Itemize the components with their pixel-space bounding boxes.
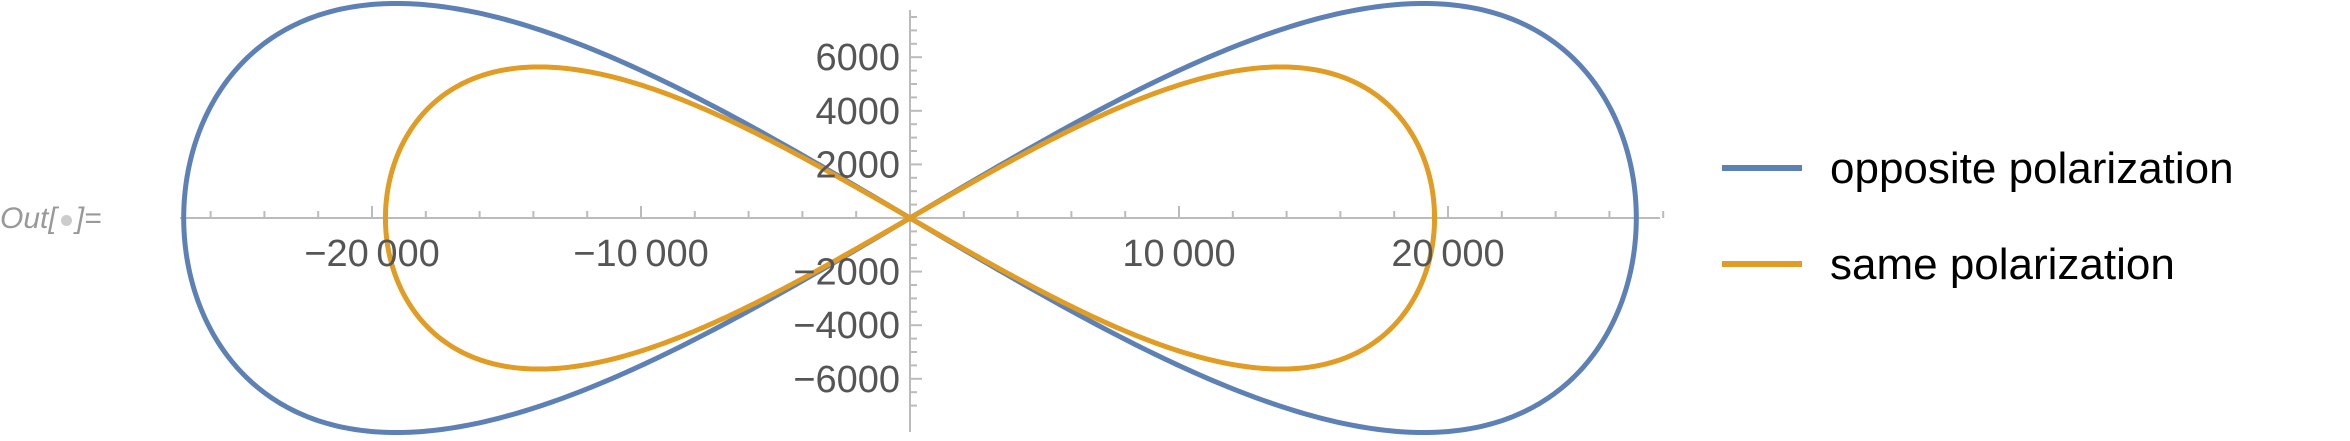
x-tick-label: −20 000 <box>304 233 439 275</box>
x-tick-label: 20 000 <box>1391 233 1504 275</box>
y-tick-label: −6000 <box>793 359 900 401</box>
out-prefix: Out[ <box>0 202 57 235</box>
y-tick-label: 2000 <box>815 144 900 186</box>
y-tick-label: 6000 <box>815 37 900 79</box>
x-tick-label: −10 000 <box>573 233 708 275</box>
x-tick-label: 10 000 <box>1122 233 1235 275</box>
series-line-opposite-polarization <box>181 0 1639 436</box>
out-suffix: ]= <box>75 202 102 235</box>
series-line-same-polarization <box>382 64 1438 372</box>
output-cell-label: Out[ ]= <box>0 202 102 236</box>
y-tick-label: −2000 <box>793 252 900 294</box>
legend-label: opposite polarization <box>1830 144 2234 193</box>
y-tick-label: 4000 <box>815 91 900 133</box>
curves <box>181 0 1639 436</box>
legend: opposite polarization same polarization <box>1722 144 2234 289</box>
y-tick-label: −4000 <box>793 305 900 347</box>
legend-label: same polarization <box>1830 240 2175 289</box>
axes <box>180 10 1665 432</box>
cell-bracket-dot-icon <box>60 214 72 226</box>
tick-labels: −20 000 −10 000 10 000 20 000 −6000 −4000 −200… <box>304 37 1504 401</box>
